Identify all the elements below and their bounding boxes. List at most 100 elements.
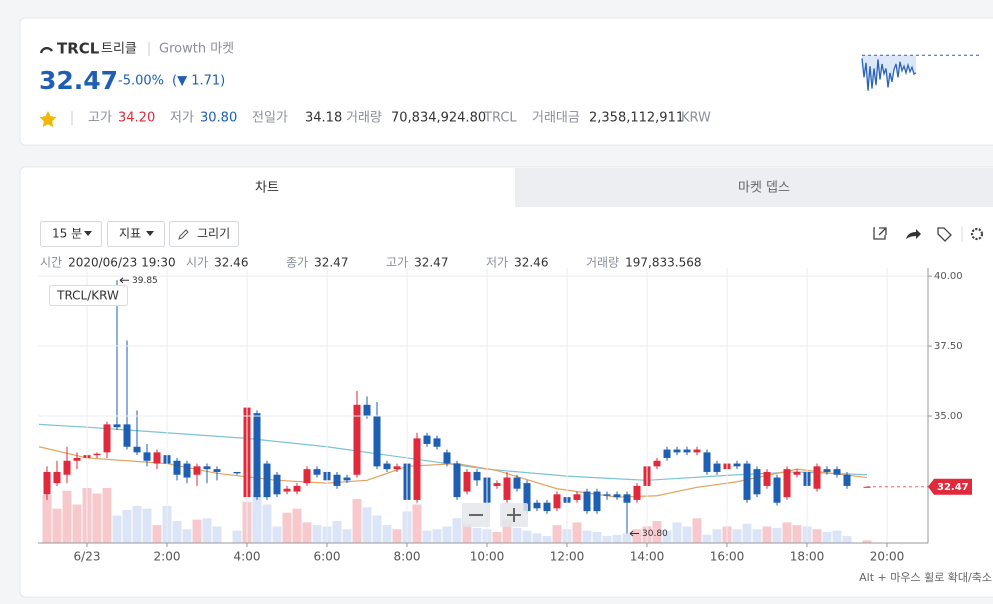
tag-icon[interactable] xyxy=(937,227,952,242)
candle-body xyxy=(263,463,271,498)
volume-bar xyxy=(602,536,612,543)
volume-bar xyxy=(442,526,452,543)
candle-body xyxy=(493,483,501,486)
summary-card xyxy=(19,17,993,146)
interval-button[interactable] xyxy=(40,221,102,247)
stat-label: 고가 xyxy=(88,111,112,126)
draw-button[interactable] xyxy=(169,221,239,247)
candle-body xyxy=(153,452,161,464)
candle-body xyxy=(63,460,71,475)
share-icon[interactable] xyxy=(906,229,921,239)
candle-body xyxy=(293,485,301,492)
volume-bar xyxy=(792,525,802,543)
stat-label: 전일가 xyxy=(252,111,288,126)
settings-icon[interactable] xyxy=(970,227,984,241)
volume-bar xyxy=(822,532,832,543)
candle-body xyxy=(43,471,51,495)
y-tick-label: 35.00 xyxy=(934,411,963,422)
volume-bar xyxy=(432,529,442,543)
volume-bar xyxy=(672,522,682,543)
x-tick-label: 6:00 xyxy=(314,550,341,564)
volume-bar xyxy=(612,534,622,543)
interval[interactable]: 15 분 xyxy=(52,227,82,241)
pair-label-box xyxy=(49,285,128,306)
stat-label: 거래대금 xyxy=(532,111,580,126)
candle-body xyxy=(393,466,401,470)
dropdown-icon xyxy=(84,231,92,236)
volume-bar xyxy=(272,526,282,543)
candle-body xyxy=(663,449,671,458)
price: 32.47 xyxy=(39,66,118,95)
candle-body xyxy=(583,491,591,512)
symbol: TRCL xyxy=(57,40,100,58)
candle-body xyxy=(303,469,311,484)
candle-body xyxy=(783,469,791,498)
info-value: 32.47 xyxy=(414,256,448,270)
name: 트리클 xyxy=(101,42,137,57)
popout-icon[interactable] xyxy=(873,227,887,240)
draw[interactable]: 그리기 xyxy=(197,227,230,241)
info-value: 32.46 xyxy=(514,256,548,270)
candle-body xyxy=(653,460,661,467)
candle-body xyxy=(833,469,841,475)
candle-body xyxy=(753,469,761,495)
pencil-icon xyxy=(178,229,189,240)
volume-bar xyxy=(72,504,82,543)
stat-value: 70,834,924.80 xyxy=(391,111,486,126)
x-tick-label: 6/23 xyxy=(74,550,101,564)
candle-body xyxy=(143,452,151,461)
volume-bar xyxy=(132,505,142,543)
volume-bar xyxy=(472,527,482,543)
volume-bar xyxy=(812,529,822,543)
volume-bar xyxy=(382,525,392,543)
tab-inactive[interactable] xyxy=(515,168,993,207)
candle-body xyxy=(183,463,191,478)
volume-bar xyxy=(202,518,212,543)
low-label: 30.80 xyxy=(642,529,668,539)
volume-bar xyxy=(262,504,272,543)
candle-body xyxy=(573,494,581,500)
candle-body xyxy=(773,477,781,503)
x-tick-label: 2:00 xyxy=(154,550,181,564)
favorite-star[interactable] xyxy=(39,111,57,128)
stat-value: 30.80 xyxy=(200,111,237,126)
candle-body xyxy=(453,463,461,498)
volume-bar xyxy=(192,519,202,543)
sparkline xyxy=(861,54,980,91)
indicator-button[interactable] xyxy=(107,221,165,247)
volume-bar xyxy=(182,529,192,543)
candle-body xyxy=(253,413,261,498)
volume-bar xyxy=(412,504,422,543)
candle-body xyxy=(823,469,831,472)
volume-bar xyxy=(122,510,132,543)
candle-body xyxy=(553,494,561,509)
volume-bar xyxy=(152,525,162,543)
volume-bar xyxy=(732,529,742,543)
logo xyxy=(39,46,54,54)
volume-bar xyxy=(692,518,702,543)
tab[interactable]: 차트 xyxy=(255,181,279,196)
stat-unit: TRCL xyxy=(483,111,517,126)
volume-bar xyxy=(172,521,182,543)
volume-bar xyxy=(92,493,102,543)
volume-bar xyxy=(212,526,222,543)
x-tick-label: 10:00 xyxy=(470,550,505,564)
candle-body xyxy=(213,469,221,472)
volume-bar xyxy=(552,525,562,543)
volume-bar xyxy=(622,533,632,543)
info-value: 197,833.568 xyxy=(625,256,701,270)
candle-body xyxy=(513,477,521,489)
x-tick-label: 18:00 xyxy=(790,550,825,564)
candle-body xyxy=(203,466,211,470)
volume-bar xyxy=(752,529,762,543)
candle-body xyxy=(123,424,131,447)
volume-bar xyxy=(502,519,512,543)
volume-bar xyxy=(102,488,112,543)
indicators[interactable]: 지표 xyxy=(119,227,141,241)
info-label: 거래량 xyxy=(586,256,619,270)
tab[interactable]: 마켓 뎁스 xyxy=(738,181,790,196)
volume-bar xyxy=(392,529,402,543)
candle-body xyxy=(793,471,801,475)
candle-body xyxy=(713,463,721,472)
candle-body xyxy=(443,452,451,464)
